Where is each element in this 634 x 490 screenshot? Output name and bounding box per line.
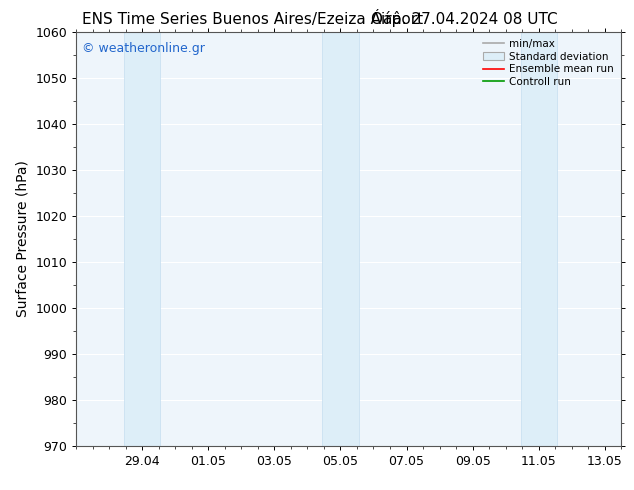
Y-axis label: Surface Pressure (hPa): Surface Pressure (hPa) bbox=[16, 160, 30, 318]
Text: © weatheronline.gr: © weatheronline.gr bbox=[82, 42, 204, 55]
Legend: min/max, Standard deviation, Ensemble mean run, Controll run: min/max, Standard deviation, Ensemble me… bbox=[481, 37, 616, 89]
Text: Óáâ. 27.04.2024 08 UTC: Óáâ. 27.04.2024 08 UTC bbox=[372, 12, 558, 27]
Bar bbox=[521, 32, 557, 446]
Bar bbox=[322, 32, 359, 446]
Text: ENS Time Series Buenos Aires/Ezeiza Airport: ENS Time Series Buenos Aires/Ezeiza Airp… bbox=[82, 12, 424, 27]
Bar bbox=[124, 32, 160, 446]
